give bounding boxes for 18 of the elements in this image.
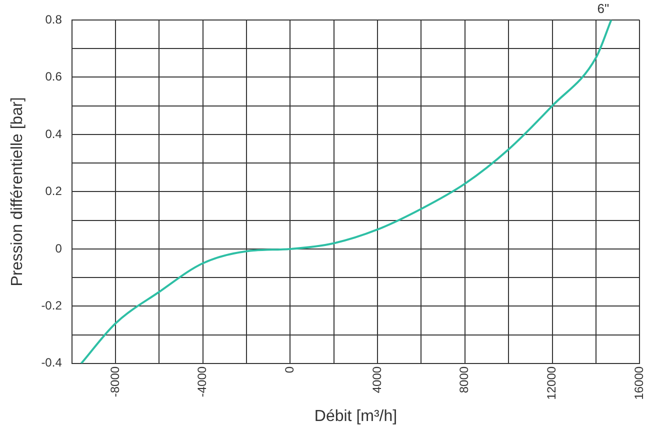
x-tick-label: 8000: [457, 366, 472, 394]
y-tick-label: 0.2: [45, 184, 62, 198]
x-tick-label: 0: [282, 366, 297, 374]
x-tick-label: -4000: [195, 366, 210, 398]
line-series: [80, 20, 612, 364]
x-tick-label: -8000: [108, 366, 122, 398]
y-tick-label: -0.2: [41, 298, 62, 313]
y-tick-label: 0.8: [45, 12, 62, 26]
y-axis-title: Pression différentielle [bar]: [9, 97, 26, 286]
x-tick-label: 16000: [632, 366, 646, 400]
series-label: 6": [597, 1, 610, 16]
y-tick-label: 0.6: [45, 70, 62, 84]
x-axis-title: Débit [m³/h]: [314, 408, 398, 425]
x-tick-label: 4000: [370, 366, 384, 394]
y-tick-label: -0.4: [41, 356, 62, 370]
x-tick-label: 12000: [544, 366, 559, 400]
y-tick-label: 0: [55, 241, 62, 256]
y-tick-label: 0.4: [45, 126, 62, 141]
